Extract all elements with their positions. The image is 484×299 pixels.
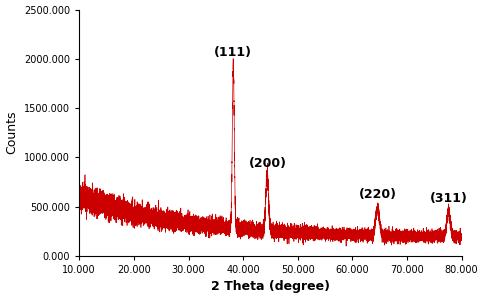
Text: (200): (200) xyxy=(249,157,287,170)
Text: (220): (220) xyxy=(359,188,396,201)
Y-axis label: Counts: Counts xyxy=(5,111,18,155)
Text: (311): (311) xyxy=(430,192,468,205)
X-axis label: 2 Theta (degree): 2 Theta (degree) xyxy=(211,280,330,293)
Text: (111): (111) xyxy=(214,46,252,59)
